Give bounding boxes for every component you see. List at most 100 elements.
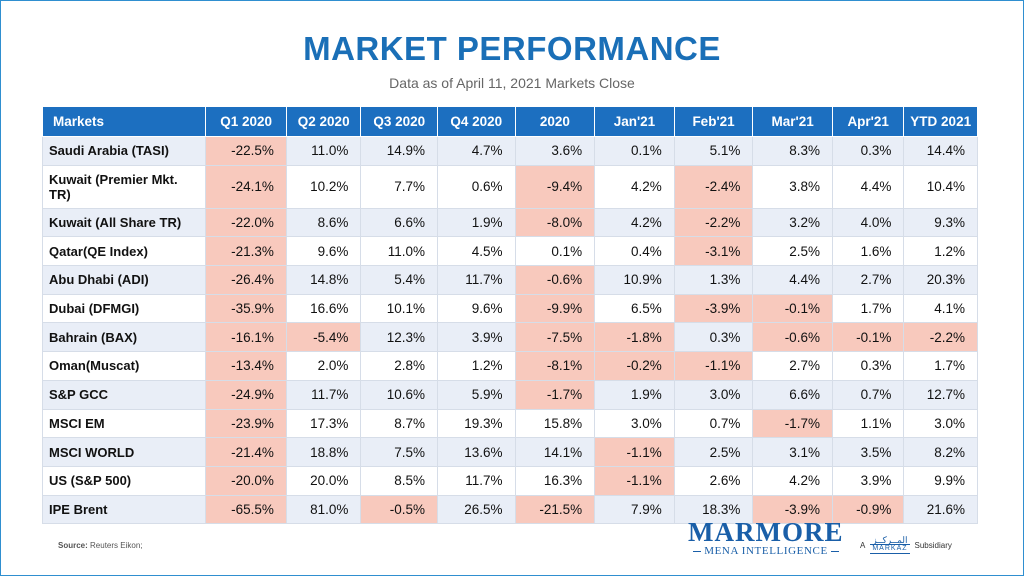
source-text: Reuters Eikon;: [90, 541, 143, 550]
source-label: Source:: [58, 541, 88, 550]
column-header: 2020: [514, 106, 596, 137]
table-cell: 8.6%: [285, 207, 362, 238]
table-cell: 11.7%: [436, 265, 516, 295]
tagline-rule-right: [831, 550, 840, 552]
table-cell: -3.9%: [673, 293, 754, 324]
table-row: IPE Brent -65.5% 81.0% -0.5% 26.5% -21.5% 7.9%…: [41, 494, 978, 525]
table-cell: 21.6%: [903, 494, 978, 525]
table-cell: 7.5%: [360, 437, 438, 467]
table-cell: 6.5%: [594, 293, 675, 324]
table-cell: 9.6%: [436, 293, 516, 324]
table-cell: 1.2%: [903, 236, 978, 267]
table-cell: 8.2%: [903, 437, 978, 467]
table-cell: 0.1%: [594, 136, 675, 166]
table-row: MSCI WORLD -21.4% 18.8% 7.5% 13.6% 14.1% -1.1%…: [41, 437, 978, 467]
table-cell: 8.3%: [752, 136, 833, 166]
market-name: Saudi Arabia (TASI): [41, 136, 207, 166]
table-cell: 4.0%: [831, 207, 905, 238]
table-cell: 81.0%: [285, 494, 362, 525]
table-cell: -3.1%: [673, 236, 754, 267]
table-cell: 2.7%: [752, 351, 833, 381]
table-cell: -21.4%: [205, 437, 287, 467]
table-cell: 11.0%: [360, 236, 438, 267]
table-cell: -22.5%: [205, 136, 287, 166]
table-cell: 20.3%: [903, 265, 978, 295]
table-cell: 3.6%: [514, 136, 596, 166]
table-cell: 3.0%: [903, 408, 978, 439]
market-name: Kuwait (Premier Mkt. TR): [41, 164, 207, 209]
market-name: Abu Dhabi (ADI): [41, 265, 207, 295]
table-cell: 14.9%: [360, 136, 438, 166]
table-cell: 2.5%: [673, 437, 754, 467]
table-cell: -8.0%: [514, 207, 596, 238]
table-cell: -13.4%: [205, 351, 287, 381]
table-cell: 2.7%: [831, 265, 905, 295]
table-cell: 5.9%: [436, 379, 516, 410]
page-subtitle: Data as of April 11, 2021 Markets Close: [389, 75, 635, 91]
table-cell: -1.7%: [752, 408, 833, 439]
table-cell: 16.6%: [285, 293, 362, 324]
table-cell: 4.1%: [903, 293, 978, 324]
column-header: Mar'21: [752, 106, 833, 137]
subsidiary-suffix: Subsidiary: [914, 540, 952, 550]
table-cell: 12.3%: [360, 322, 438, 353]
table-cell: 14.1%: [514, 437, 596, 467]
marmore-logo: MARMORE MENA INTELLIGENCE: [688, 518, 844, 557]
table-cell: 3.5%: [831, 437, 905, 467]
table-cell: 6.6%: [360, 207, 438, 238]
market-name: Qatar(QE Index): [41, 236, 207, 267]
table-cell: 0.7%: [673, 408, 754, 439]
table-cell: 11.7%: [436, 465, 516, 496]
table-cell: 11.7%: [285, 379, 362, 410]
column-header: Apr'21: [831, 106, 905, 137]
table-cell: 5.4%: [360, 265, 438, 295]
table-cell: 8.5%: [360, 465, 438, 496]
table-cell: -1.8%: [594, 322, 675, 353]
column-header: Q2 2020: [285, 106, 362, 137]
table-cell: 1.9%: [436, 207, 516, 238]
table-cell: 4.7%: [436, 136, 516, 166]
table-cell: 4.4%: [831, 164, 905, 209]
tagline-rule-left: [692, 550, 701, 552]
table-cell: 0.3%: [673, 322, 754, 353]
table-cell: -65.5%: [205, 494, 287, 525]
table-cell: 4.2%: [752, 465, 833, 496]
market-name: US (S&P 500): [41, 465, 207, 496]
table-cell: -1.1%: [673, 351, 754, 381]
table-cell: 1.7%: [903, 351, 978, 381]
table-cell: 0.7%: [831, 379, 905, 410]
table-cell: 12.7%: [903, 379, 978, 410]
market-name: MSCI EM: [41, 408, 207, 439]
market-performance-table: Markets Q1 2020 Q2 2020 Q3 2020 Q4 2020 2020 J…: [41, 106, 978, 525]
table-row: US (S&P 500) -20.0% 20.0% 8.5% 11.7% 16.3% -1.…: [41, 465, 978, 496]
table-row: Saudi Arabia (TASI) -22.5% 11.0% 14.9% 4.7% 3…: [41, 136, 978, 166]
market-name: S&P GCC: [41, 379, 207, 410]
column-header: Q3 2020: [360, 106, 438, 137]
table-row: Abu Dhabi (ADI) -26.4% 14.8% 5.4% 11.7% -0.6%…: [41, 265, 978, 295]
table-cell: 15.8%: [514, 408, 596, 439]
table-cell: 4.4%: [752, 265, 833, 295]
column-header: Markets: [41, 106, 207, 137]
markaz-arabic: المــركــز: [872, 535, 908, 545]
table-cell: -5.4%: [285, 322, 362, 353]
subsidiary-prefix: A: [860, 540, 866, 550]
column-header: Q1 2020: [205, 106, 287, 137]
page-title: MARKET PERFORMANCE: [303, 30, 721, 67]
table-cell: -8.1%: [514, 351, 596, 381]
table-cell: 1.3%: [673, 265, 754, 295]
column-header: Q4 2020: [436, 106, 516, 137]
table-cell: 0.3%: [831, 136, 905, 166]
market-name: Bahrain (BAX): [41, 322, 207, 353]
markaz-name: MARKAZ: [870, 544, 910, 554]
table-cell: 1.2%: [436, 351, 516, 381]
table-cell: -0.1%: [752, 293, 833, 324]
table-row: Bahrain (BAX) -16.1% -5.4% 12.3% 3.9% -7.5% -1…: [41, 322, 978, 353]
table-cell: 26.5%: [436, 494, 516, 525]
column-header: Feb'21: [673, 106, 754, 137]
table-cell: -9.4%: [514, 164, 596, 209]
logo-tagline-row: MENA INTELLIGENCE: [688, 545, 844, 557]
table-cell: 10.4%: [903, 164, 978, 209]
table-cell: 10.2%: [285, 164, 362, 209]
table-cell: 9.6%: [285, 236, 362, 267]
table-cell: -2.4%: [673, 164, 754, 209]
